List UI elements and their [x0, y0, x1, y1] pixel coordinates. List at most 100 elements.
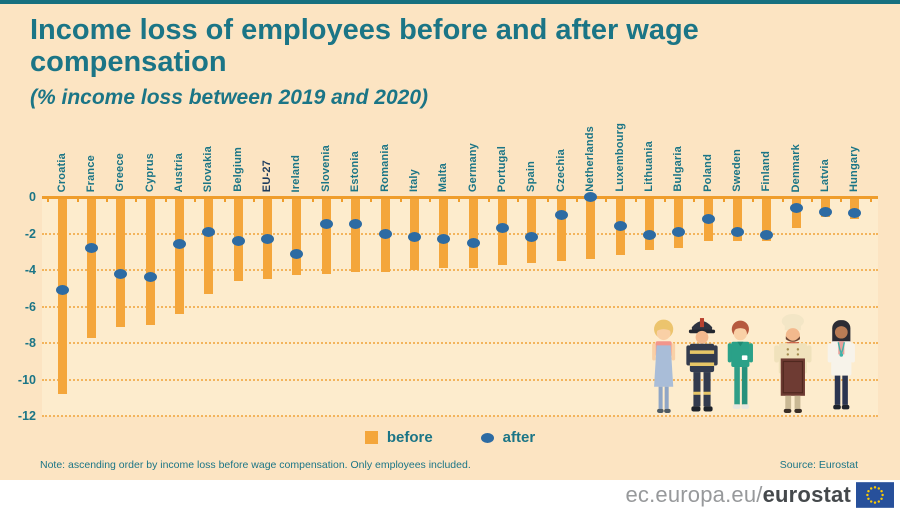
axis-tick	[693, 198, 696, 202]
category-label-Spain: Spain	[525, 161, 538, 192]
bar-before-Lithuania	[644, 197, 654, 250]
category-label-Portugal: Portugal	[496, 145, 509, 192]
category-labels: Croatia France Greece Cyprus Austria Slovakia…	[42, 118, 878, 192]
axis-tick	[722, 198, 725, 202]
axis-tick	[517, 198, 520, 202]
bar-before-Spain	[527, 197, 537, 263]
y-tick-label: -8	[24, 336, 36, 350]
bar-before-Netherlands	[586, 197, 596, 260]
axis-tick	[282, 198, 285, 202]
axis-tick	[252, 198, 255, 202]
dot-after-Ireland	[290, 248, 304, 259]
bar-before-Slovakia	[204, 197, 214, 294]
legend-item-after: after	[480, 429, 536, 446]
dot-after-Sweden	[731, 226, 744, 237]
axis-tick	[106, 198, 109, 202]
person-firefighter	[686, 318, 718, 412]
bar-before-Estonia	[351, 197, 361, 272]
axis-tick	[752, 198, 755, 202]
category-label-Belgium: Belgium	[231, 147, 244, 192]
axis-tick	[458, 198, 461, 202]
bar-before-Cyprus	[145, 197, 155, 325]
bar-before-Croatia	[57, 197, 67, 395]
axis-tick	[429, 198, 432, 202]
dot-after-Poland	[701, 213, 715, 224]
dot-after-EU-27	[261, 233, 275, 244]
axis-tick	[664, 198, 667, 202]
category-label-Ireland: Ireland	[290, 154, 303, 192]
bar-before-Slovenia	[321, 197, 331, 274]
bar-before-Germany	[468, 197, 478, 269]
bar-before-Austria	[174, 197, 184, 314]
category-label-Luxembourg: Luxembourg	[613, 123, 626, 192]
axis-tick	[605, 198, 608, 202]
category-label-France: France	[84, 154, 97, 192]
dot-after-Netherlands	[584, 192, 598, 202]
person-nurse	[727, 320, 753, 409]
category-label-Austria: Austria	[172, 152, 185, 192]
axis-tick	[370, 198, 373, 202]
dot-after-Finland	[760, 230, 774, 241]
person-baker	[652, 319, 676, 413]
axis-tick	[575, 198, 578, 202]
legend-label-after: after	[502, 429, 536, 446]
source-label: Source: Eurostat	[779, 459, 858, 471]
category-label-Denmark: Denmark	[789, 143, 802, 192]
page-title: Income loss of employees before and afte…	[30, 14, 699, 79]
category-label-Croatia: Croatia	[55, 152, 68, 192]
dot-after-Latvia	[819, 206, 833, 217]
axis-tick	[634, 198, 637, 202]
dot-after-Malta	[437, 233, 451, 244]
category-label-Italy: Italy	[407, 168, 420, 192]
after-dot-icon	[480, 432, 494, 443]
dot-after-Estonia	[349, 219, 363, 230]
dot-after-Cyprus	[143, 272, 157, 283]
dot-after-Austria	[172, 239, 186, 250]
person-chef	[774, 314, 812, 413]
category-label-Slovakia: Slovakia	[202, 145, 215, 192]
chart-plot-area	[42, 192, 878, 417]
category-label-Sweden: Sweden	[731, 149, 743, 192]
bar-before-Bulgaria	[674, 197, 684, 249]
axis-tick	[47, 198, 50, 202]
axis-tick	[223, 198, 226, 202]
dot-after-Lithuania	[642, 230, 656, 241]
gridline	[42, 269, 878, 271]
y-tick-label: -6	[24, 299, 36, 314]
axis-tick	[194, 198, 197, 202]
category-label-Netherlands: Netherlands	[584, 126, 597, 192]
axis-tick	[487, 198, 490, 202]
category-label-Slovenia: Slovenia	[319, 145, 332, 192]
axis-tick	[781, 198, 784, 202]
bar-before-Sweden	[733, 197, 742, 241]
dot-after-Hungary	[848, 208, 862, 219]
gridline	[42, 342, 878, 344]
bar-before-France	[86, 197, 96, 338]
axis-tick	[546, 198, 549, 202]
footer-url-brand: eurostat	[762, 482, 851, 507]
dot-after-Luxembourg	[613, 221, 627, 232]
dot-after-Portugal	[496, 223, 510, 234]
category-label-Romania: Romania	[378, 144, 391, 192]
chart-legend: before after	[0, 429, 900, 446]
bar-before-Ireland	[292, 197, 302, 276]
page-subtitle: (% income loss between 2019 and 2020)	[30, 86, 428, 109]
dot-after-Romania	[378, 228, 392, 239]
footnote: Note: ascending order by income loss bef…	[40, 459, 471, 471]
before-swatch-icon	[364, 431, 378, 444]
category-label-EU-27: EU-27	[261, 159, 274, 192]
category-label-Latvia: Latvia	[819, 159, 832, 192]
dot-after-Belgium	[231, 235, 245, 246]
dot-after-Slovenia	[319, 219, 333, 230]
footer-url: ec.europa.eu/eurostat	[625, 482, 851, 508]
eu-flag-icon	[856, 482, 894, 508]
y-axis: 0 -2 -4 -6 -8 -10 -12	[0, 190, 36, 430]
category-label-Finland: Finland	[760, 151, 773, 192]
axis-tick	[76, 198, 79, 202]
y-tick-label: -2	[24, 226, 36, 241]
legend-item-before: before	[364, 429, 433, 446]
category-label-Lithuania: Lithuania	[642, 141, 655, 192]
dot-after-Slovakia	[202, 226, 216, 237]
dot-after-Denmark	[789, 202, 803, 213]
